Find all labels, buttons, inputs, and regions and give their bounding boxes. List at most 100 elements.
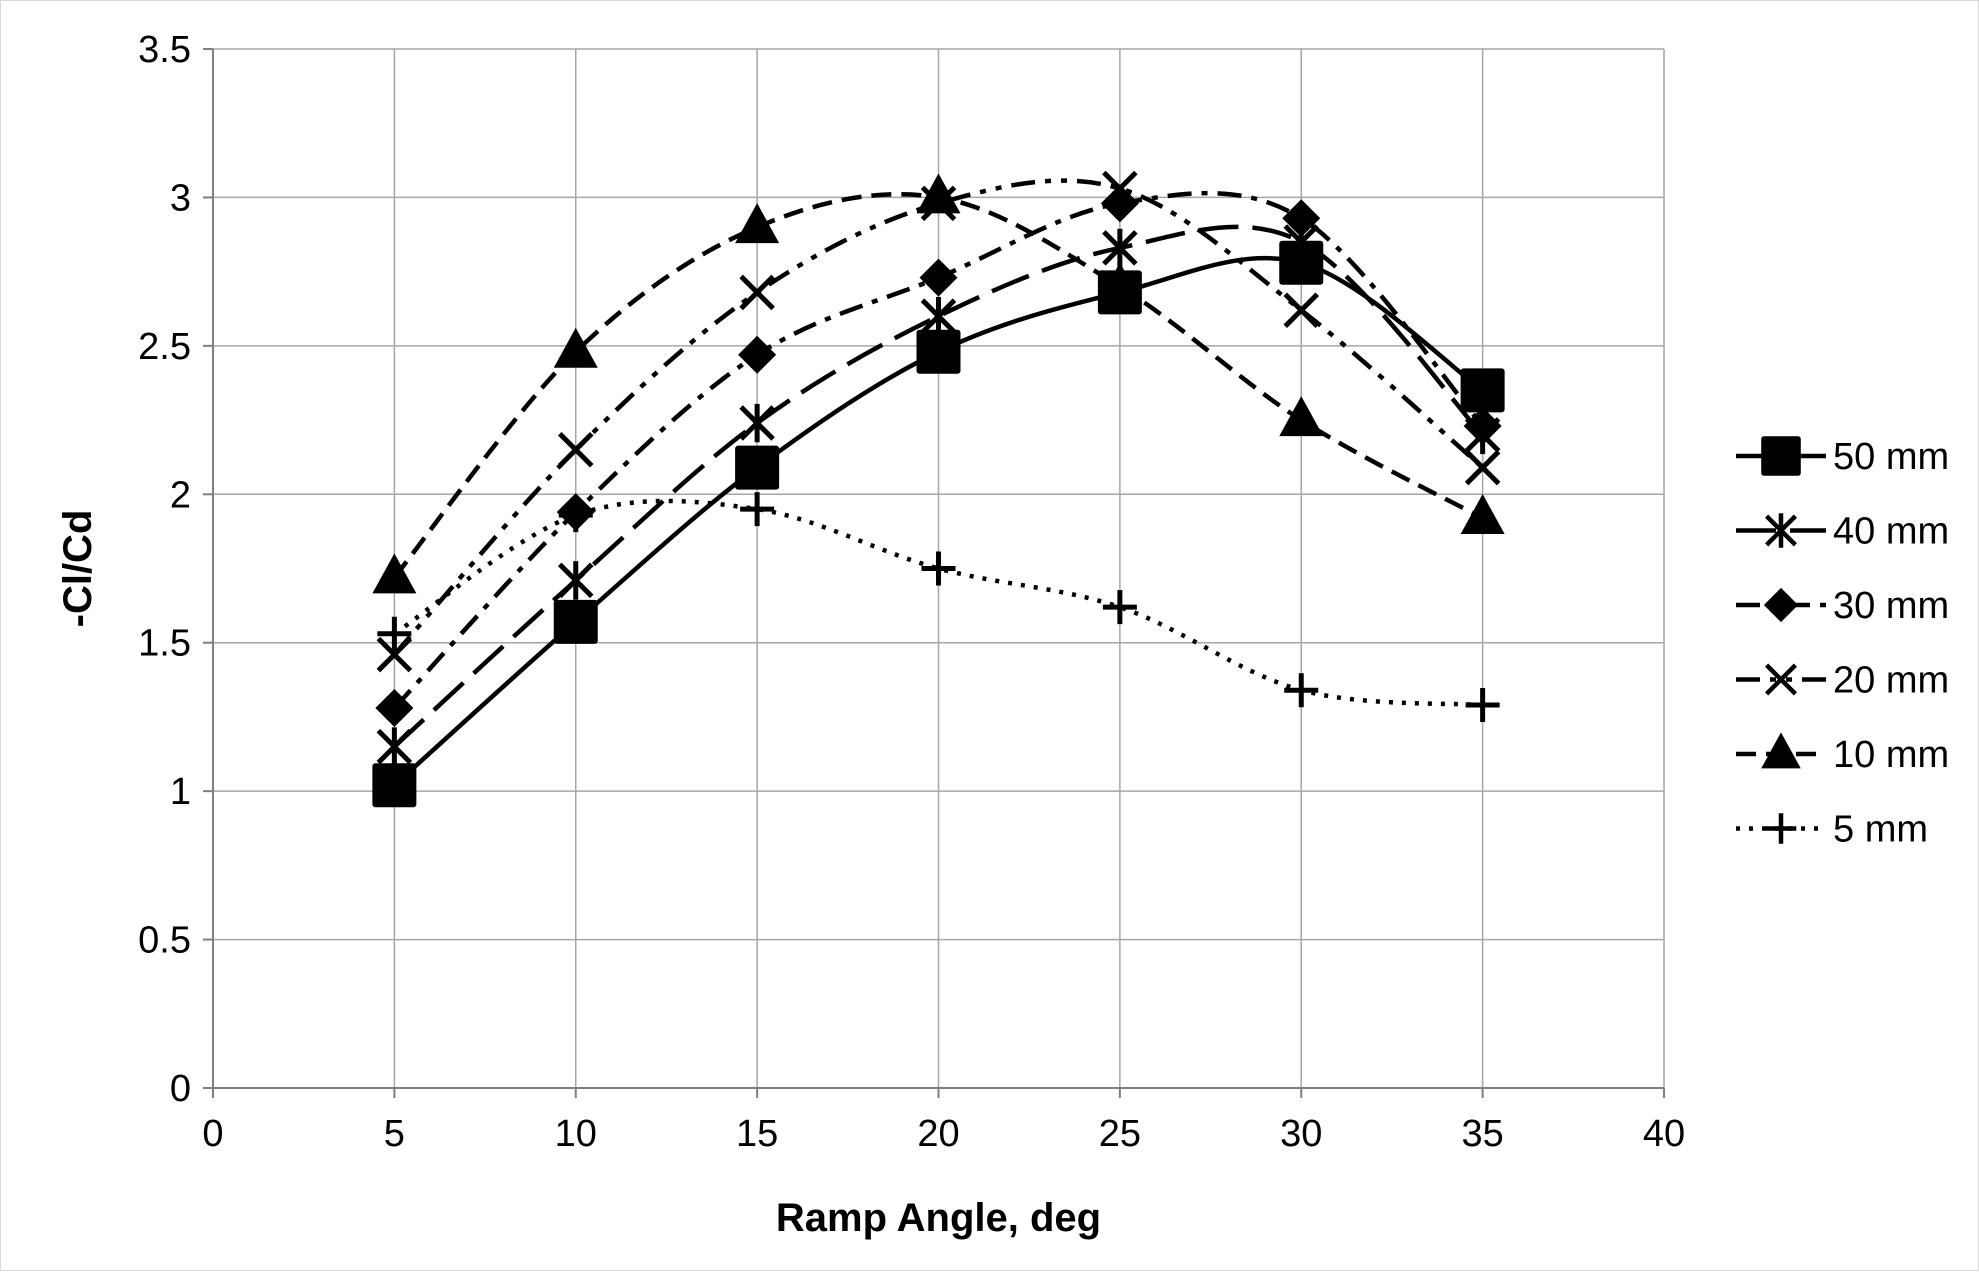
point-10-mm-10-shape	[553, 327, 598, 368]
legend-label-30-mm: 30 mm	[1833, 585, 1949, 627]
point-5-mm-5	[377, 616, 412, 651]
point-10-mm-5	[372, 553, 417, 594]
point-10-mm-20	[916, 173, 961, 214]
point-20-mm-25-shape	[1102, 170, 1138, 207]
point-40-mm-20-shape	[920, 296, 957, 336]
y-tick-label-0: 0	[170, 1068, 191, 1110]
point-5-mm-30	[1284, 673, 1319, 708]
point-50-mm-10-shape	[553, 599, 598, 644]
point-30-mm-35-shape	[1463, 407, 1502, 446]
legend-marker-20-mm	[1765, 663, 1797, 696]
x-axis-title: Ramp Angle, deg	[776, 1196, 1101, 1240]
point-30-mm-15-shape	[738, 335, 777, 374]
point-40-mm-20	[920, 296, 957, 336]
point-40-mm-10-shape	[557, 561, 594, 600]
x-tick-label-5: 25	[1099, 1113, 1141, 1155]
point-20-mm-10	[557, 431, 594, 468]
point-10-mm-35	[1460, 494, 1505, 535]
point-10-mm-30	[1279, 396, 1324, 437]
point-30-mm-20	[919, 258, 958, 297]
point-5-mm-35-shape	[1465, 688, 1500, 723]
legend-item-20-mm: 20 mm	[1736, 660, 1949, 702]
point-40-mm-25-shape	[1102, 228, 1138, 268]
y-tick-label-3: 1.5	[138, 623, 191, 665]
legend-label-40-mm: 40 mm	[1833, 511, 1949, 553]
point-5-mm-5-shape	[377, 616, 412, 651]
legend-marker-40-mm-shape	[1765, 513, 1797, 548]
point-5-mm-15	[740, 492, 775, 527]
legend: 50 mm 40 mm 30 mm 20 mm 10 mm 5 mm	[1736, 436, 1949, 851]
point-40-mm-5-shape	[376, 727, 413, 766]
point-20-mm-5	[376, 636, 413, 673]
y-tick-label-2: 1	[170, 771, 191, 813]
point-50-mm-15	[735, 445, 780, 490]
point-5-mm-25-shape	[1102, 590, 1137, 625]
point-10-mm-35-shape	[1460, 494, 1505, 535]
y-tick-label-4: 2	[170, 474, 191, 516]
point-10-mm-15	[735, 203, 780, 244]
point-10-mm-20-shape	[916, 173, 961, 214]
point-40-mm-10	[557, 561, 594, 600]
point-20-mm-35-shape	[1464, 449, 1501, 486]
point-40-mm-25	[1102, 228, 1138, 268]
point-10-mm-25	[1097, 262, 1142, 303]
legend-marker-5-mm-shape	[1765, 813, 1797, 844]
legend-label-20-mm: 20 mm	[1833, 660, 1949, 702]
point-5-mm-15-shape	[740, 492, 775, 527]
x-tick-label-3: 15	[736, 1113, 778, 1155]
y-tick-label-5: 2.5	[138, 326, 191, 368]
point-50-mm-5-shape	[372, 763, 417, 808]
x-tick-label-7: 35	[1461, 1113, 1503, 1155]
legend-marker-10-mm-shape	[1761, 732, 1801, 769]
point-30-mm-25	[1100, 184, 1139, 223]
point-50-mm-35-shape	[1460, 368, 1505, 413]
point-20-mm-35	[1464, 449, 1501, 486]
point-30-mm-5-shape	[375, 689, 414, 728]
point-5-mm-10-shape	[558, 498, 593, 533]
x-tick-label-1: 5	[384, 1113, 405, 1155]
y-tick-label-1: 0.5	[138, 920, 191, 962]
legend-item-5-mm: 5 mm	[1736, 809, 1928, 851]
legend-marker-40-mm	[1765, 513, 1797, 548]
legend-item-30-mm: 30 mm	[1736, 585, 1949, 627]
legend-item-40-mm: 40 mm	[1736, 511, 1949, 553]
point-50-mm-5	[372, 763, 417, 808]
x-axis-ticks: 0 5 10 15 20 25 30 35 40	[202, 1088, 1685, 1155]
x-tick-label-2: 10	[555, 1113, 597, 1155]
legend-label-50-mm: 50 mm	[1833, 436, 1949, 478]
y-tick-label-7: 3.5	[138, 29, 191, 71]
point-5-mm-10	[558, 498, 593, 533]
x-tick-label-8: 40	[1643, 1113, 1685, 1155]
point-40-mm-15	[739, 403, 775, 443]
point-5-mm-25	[1102, 590, 1137, 625]
point-5-mm-20	[921, 551, 956, 586]
series-markers	[372, 170, 1505, 808]
point-10-mm-15-shape	[735, 203, 780, 244]
point-50-mm-15-shape	[735, 445, 780, 490]
legend-label-5-mm: 5 mm	[1833, 809, 1928, 851]
point-20-mm-30-shape	[1283, 292, 1320, 329]
point-20-mm-30	[1283, 292, 1320, 329]
point-30-mm-5	[375, 689, 414, 728]
point-5-mm-20-shape	[921, 551, 956, 586]
point-50-mm-20	[916, 329, 961, 374]
point-50-mm-20-shape	[916, 329, 961, 374]
legend-marker-30-mm-shape	[1763, 587, 1799, 623]
point-30-mm-30	[1282, 199, 1321, 238]
point-50-mm-35	[1460, 368, 1505, 413]
point-30-mm-30-shape	[1282, 199, 1321, 238]
point-20-mm-15-shape	[739, 274, 775, 311]
point-20-mm-10-shape	[557, 431, 594, 468]
point-50-mm-10	[553, 599, 598, 644]
point-10-mm-25-shape	[1097, 262, 1142, 303]
point-20-mm-5-shape	[376, 636, 413, 673]
point-10-mm-5-shape	[372, 553, 417, 594]
x-tick-label-0: 0	[202, 1113, 223, 1155]
legend-marker-10-mm	[1761, 732, 1801, 769]
point-30-mm-25-shape	[1100, 184, 1139, 223]
point-30-mm-20-shape	[919, 258, 958, 297]
legend-item-50-mm: 50 mm	[1736, 436, 1949, 478]
point-10-mm-10	[553, 327, 598, 368]
